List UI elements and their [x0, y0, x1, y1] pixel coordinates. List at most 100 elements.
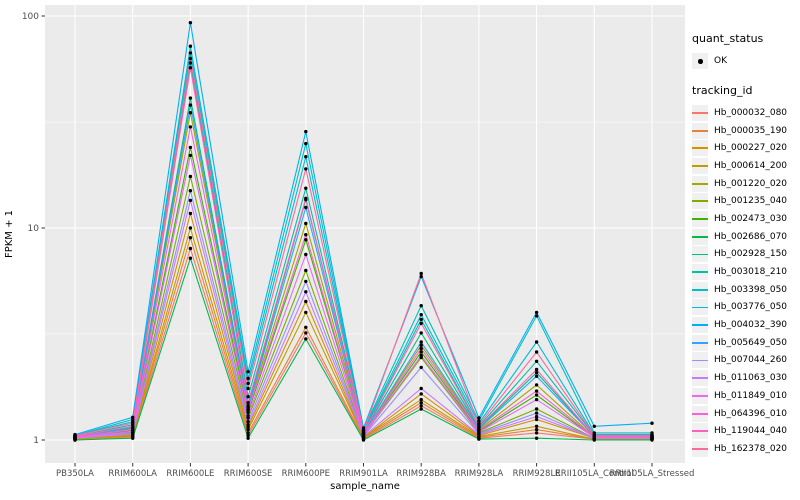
line-swatch-icon [692, 182, 708, 185]
line-swatch-icon [692, 253, 708, 256]
legend-key-line [692, 281, 708, 298]
data-point [419, 397, 423, 402]
legend-item-tracking: Hb_003018_210 [692, 263, 798, 281]
legend-key-line [692, 228, 708, 245]
legend-item-label: Hb_003398_050 [714, 284, 788, 295]
data-point [419, 271, 423, 276]
legend-key-line [692, 246, 708, 263]
data-point [419, 321, 423, 326]
data-point [246, 370, 250, 374]
legend-key-line [692, 370, 708, 387]
panel-background [45, 5, 685, 463]
data-point [419, 404, 423, 408]
y-axis-title: FPKM + 1 [4, 210, 15, 258]
data-point [304, 325, 308, 329]
y-tick-label: 1 [33, 436, 39, 446]
legend-item-tracking: Hb_064396_010 [692, 405, 798, 423]
x-axis-title: sample_name [330, 481, 400, 492]
legend-key-line [692, 299, 708, 316]
legend-item-label: Hb_119044_040 [714, 426, 788, 437]
data-point [419, 340, 423, 344]
data-point [419, 343, 423, 347]
line-swatch-icon [692, 200, 708, 203]
legend-item-label: Hb_004032_390 [714, 320, 788, 331]
data-point [534, 393, 539, 397]
data-point [477, 423, 481, 427]
data-point [304, 196, 308, 200]
data-point [188, 174, 193, 179]
x-tick-label: PB350LA [56, 469, 94, 479]
legend-key-line [692, 387, 708, 404]
point-icon [698, 59, 703, 64]
legend-item-label: Hb_000227_020 [714, 143, 788, 154]
data-point [188, 125, 193, 129]
data-point [246, 408, 250, 412]
data-point [534, 310, 539, 315]
legend-key-line [692, 352, 708, 369]
legend-item-label: Hb_162378_020 [714, 443, 788, 454]
legend-key-line [692, 405, 708, 422]
data-point [304, 331, 308, 335]
data-point [246, 406, 250, 410]
legend-item-label: Hb_002686_070 [714, 231, 788, 242]
data-point [131, 432, 135, 436]
line-swatch-icon [692, 395, 708, 397]
legend-item-tracking: Hb_002928_150 [692, 246, 798, 264]
legend-key-line [692, 440, 708, 457]
data-point [188, 44, 193, 48]
data-point [188, 56, 193, 61]
data-point [304, 279, 308, 284]
data-point [534, 407, 539, 411]
data-point [477, 432, 481, 437]
data-point [246, 423, 250, 427]
line-swatch-icon [692, 218, 708, 220]
data-point [534, 411, 539, 415]
data-point [304, 155, 308, 159]
legend-item-tracking: Hb_002686_070 [692, 228, 798, 246]
x-tick-label: RRII105LA_Stressed [610, 469, 695, 479]
data-point [592, 424, 596, 428]
legend-item-label: Hb_003776_050 [714, 302, 788, 313]
data-point [534, 374, 539, 378]
data-point [131, 436, 135, 440]
data-point [246, 414, 250, 418]
data-point [419, 313, 423, 317]
line-swatch-icon [692, 129, 708, 132]
data-point [246, 433, 250, 438]
data-point [188, 226, 193, 230]
line-swatch-icon [692, 288, 708, 291]
data-point [534, 389, 539, 393]
data-point [361, 426, 366, 430]
data-point [419, 353, 423, 358]
data-point [131, 415, 135, 419]
line-swatch-icon [692, 448, 708, 450]
data-point [361, 429, 366, 433]
line-swatch-icon [692, 359, 708, 362]
data-point [246, 386, 250, 391]
legend: quant_status OK tracking_id Hb_000032_08… [692, 32, 798, 458]
data-point [246, 401, 250, 405]
x-tick-label: RRIM600LA [108, 469, 157, 479]
line-swatch-icon [692, 235, 708, 238]
line-swatch-icon [692, 147, 708, 150]
legend-item-tracking: Hb_003398_050 [692, 281, 798, 299]
legend-item-label: Hb_000035_190 [714, 125, 788, 136]
x-tick-label: RRII105LA_Control [555, 469, 634, 479]
line-swatch-icon [692, 430, 708, 433]
data-point [304, 268, 308, 273]
legend-key-line [692, 157, 708, 174]
legend-item-label: OK [714, 56, 727, 66]
data-point [188, 145, 193, 150]
data-point [188, 103, 193, 107]
legend-key-line [692, 317, 708, 334]
data-point [534, 427, 539, 432]
legend-item-label: Hb_005649_050 [714, 337, 788, 348]
data-point [188, 153, 193, 158]
data-point [131, 427, 135, 432]
data-point [304, 252, 308, 257]
data-point [304, 167, 308, 171]
legend-item-label: Hb_000614_200 [714, 160, 788, 171]
x-tick-label: RRIM600PE [282, 469, 330, 479]
y-tick-label: 10 [28, 224, 40, 234]
legend-item-tracking: Hb_011849_010 [692, 387, 798, 405]
